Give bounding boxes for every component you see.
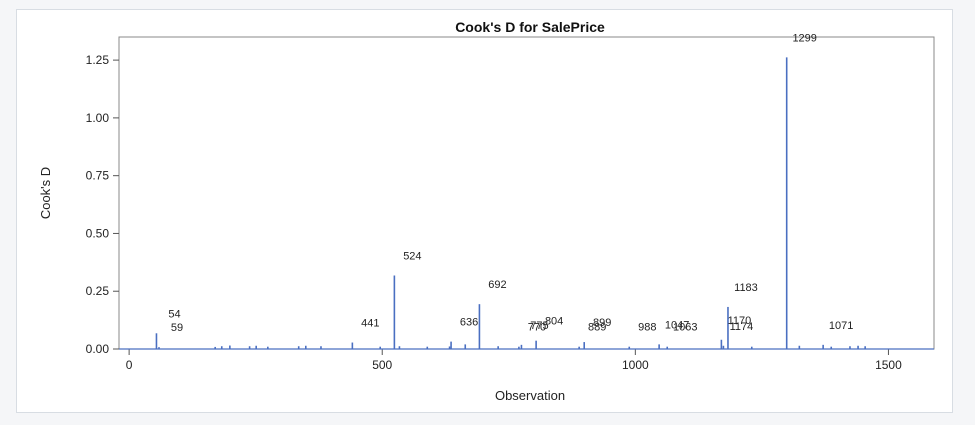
- observation-label: 804: [545, 316, 563, 328]
- observation-label: 59: [171, 322, 183, 334]
- observation-label: 636: [460, 317, 478, 329]
- y-tick-label: 0.75: [86, 169, 110, 183]
- observation-label: 775: [530, 320, 548, 332]
- chart-panel: Cook's D for SalePrice 0.00 0.25 0.50 0.75 1…: [16, 9, 953, 413]
- observation-label: 524: [403, 251, 421, 263]
- observation-label: 770: [528, 322, 546, 334]
- bar-series: [119, 57, 934, 350]
- y-tick-label: 0.50: [86, 226, 110, 240]
- observation-label: 1063: [673, 322, 697, 334]
- observation-label: 1071: [829, 320, 853, 332]
- cooks-d-chart: Cook's D for SalePrice 0.00 0.25 0.50 0.75 1…: [38, 19, 935, 403]
- observation-label: 54: [168, 308, 180, 320]
- chart-title: Cook's D for SalePrice: [455, 19, 605, 35]
- observation-label: 1174: [730, 321, 754, 333]
- observation-label: 899: [593, 317, 611, 329]
- observation-label: 1183: [734, 282, 758, 294]
- observation-label: 988: [638, 322, 656, 334]
- plot-area: [118, 36, 935, 350]
- observation-label: 1299: [792, 32, 816, 44]
- y-tick-label: 1.00: [86, 111, 110, 125]
- observation-label: 441: [361, 318, 379, 330]
- plot-border: [118, 36, 935, 350]
- observation-label: 1170: [728, 315, 752, 327]
- y-axis: 0.00 0.25 0.50 0.75 1.00 1.25: [86, 53, 119, 356]
- x-tick-label: 500: [372, 358, 392, 372]
- x-tick-label: 1500: [875, 358, 902, 372]
- observation-label: 889: [588, 322, 606, 334]
- observation-label: 692: [488, 279, 506, 291]
- x-tick-label: 0: [126, 358, 133, 372]
- y-tick-label: 0.00: [86, 342, 110, 356]
- x-axis-label: Observation: [495, 388, 565, 403]
- x-axis: 0 500 1000 1500: [126, 349, 902, 372]
- y-axis-label: Cook's D: [38, 167, 53, 219]
- x-tick-label: 1000: [622, 358, 649, 372]
- y-tick-label: 0.25: [86, 284, 110, 298]
- observation-label: 1047: [665, 319, 689, 331]
- y-tick-label: 1.25: [86, 53, 110, 67]
- observation-labels: 54 524 692 1183 1299 1170 59 441 636 804 899 988 104…: [168, 32, 853, 334]
